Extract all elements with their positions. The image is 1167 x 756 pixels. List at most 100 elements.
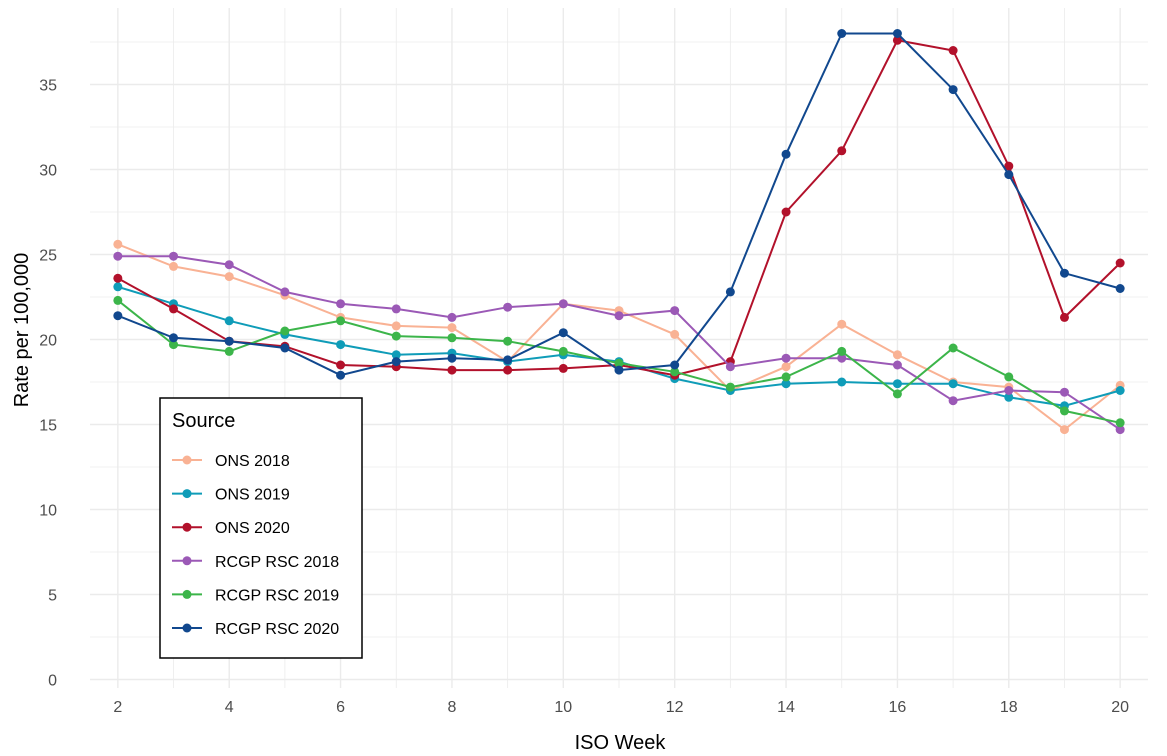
data-point: [781, 149, 791, 159]
data-point: [725, 382, 735, 392]
data-point: [837, 319, 847, 329]
legend-key-point: [182, 522, 192, 532]
data-point: [670, 367, 680, 377]
data-point: [837, 146, 847, 156]
data-point: [113, 311, 123, 321]
data-point: [892, 350, 902, 360]
data-point: [113, 295, 123, 305]
data-point: [781, 372, 791, 382]
data-point: [725, 362, 735, 372]
legend-label: RCGP RSC 2020: [215, 621, 339, 638]
y-tick-label: 25: [39, 248, 57, 265]
legend-key-point: [182, 623, 192, 633]
legend-key-point: [182, 589, 192, 599]
data-point: [503, 365, 513, 375]
data-point: [892, 379, 902, 389]
data-point: [1004, 392, 1014, 402]
x-tick-label: 10: [554, 699, 572, 716]
legend-label: ONS 2018: [215, 453, 290, 470]
data-point: [948, 85, 958, 95]
x-tick-label: 12: [666, 699, 684, 716]
legend-item: ONS 2020: [172, 520, 290, 537]
data-point: [892, 35, 902, 45]
data-point: [336, 370, 346, 380]
legend-item: RCGP RSC 2018: [172, 554, 339, 571]
data-point: [224, 260, 234, 270]
data-point: [447, 312, 457, 322]
data-point: [1059, 268, 1069, 278]
legend-label: RCGP RSC 2019: [215, 587, 339, 604]
legend-key-point: [182, 556, 192, 566]
x-tick-label: 2: [113, 699, 122, 716]
data-point: [169, 333, 179, 343]
data-point: [1059, 406, 1069, 416]
data-point: [224, 272, 234, 282]
data-point: [113, 282, 123, 292]
legend-item: ONS 2019: [172, 487, 290, 504]
data-point: [558, 363, 568, 373]
data-point: [948, 396, 958, 406]
data-point: [614, 358, 624, 368]
legend-item: RCGP RSC 2020: [172, 621, 339, 638]
data-point: [558, 299, 568, 309]
data-point: [391, 331, 401, 341]
legend-key-point: [182, 489, 192, 499]
data-point: [391, 321, 401, 331]
legend-item: ONS 2018: [172, 453, 290, 470]
legend-key-point: [182, 455, 192, 465]
data-point: [670, 306, 680, 316]
data-point: [336, 340, 346, 350]
data-point: [280, 343, 290, 353]
y-tick-label: 30: [39, 163, 57, 180]
data-point: [169, 251, 179, 261]
data-point: [892, 360, 902, 370]
data-point: [1059, 387, 1069, 397]
data-point: [948, 379, 958, 389]
data-point: [336, 299, 346, 309]
data-point: [558, 328, 568, 338]
data-point: [336, 316, 346, 326]
data-point: [391, 304, 401, 314]
y-tick-label: 15: [39, 418, 57, 435]
legend-label: ONS 2020: [215, 520, 290, 537]
x-tick-label: 14: [777, 699, 795, 716]
data-point: [892, 389, 902, 399]
data-point: [280, 287, 290, 297]
legend-item: RCGP RSC 2019: [172, 587, 339, 604]
x-axis-title: ISO Week: [575, 732, 667, 754]
data-point: [614, 365, 624, 375]
data-point: [1004, 386, 1014, 395]
series-lines: [113, 29, 1125, 435]
data-point: [447, 353, 457, 363]
legend-label: ONS 2019: [215, 487, 290, 504]
y-tick-label: 5: [48, 588, 57, 605]
data-point: [169, 304, 179, 314]
data-point: [1115, 425, 1125, 435]
y-tick-label: 0: [48, 673, 57, 690]
data-point: [391, 357, 401, 367]
data-point: [391, 350, 401, 360]
data-point: [169, 261, 179, 271]
legend-label: RCGP RSC 2018: [215, 554, 339, 571]
y-tick-label: 10: [39, 503, 57, 520]
data-point: [503, 355, 513, 365]
data-point: [1115, 284, 1125, 293]
data-point: [670, 360, 680, 370]
data-point: [781, 207, 791, 217]
data-point: [837, 346, 847, 356]
data-point: [1059, 425, 1069, 435]
x-tick-label: 16: [889, 699, 907, 716]
tick-labels: 2 4 6 8 10 12 14 16 18 20 0 5 10 15 20 25 30 35: [39, 78, 1129, 717]
x-tick-label: 20: [1111, 699, 1129, 716]
data-point: [781, 362, 791, 372]
y-tick-label: 35: [39, 78, 57, 95]
data-point: [280, 326, 290, 336]
data-point: [948, 343, 958, 353]
data-point: [447, 333, 457, 343]
x-tick-label: 6: [336, 699, 345, 716]
data-point: [224, 316, 234, 326]
data-point: [336, 360, 346, 370]
data-point: [113, 251, 123, 261]
data-point: [558, 346, 568, 356]
